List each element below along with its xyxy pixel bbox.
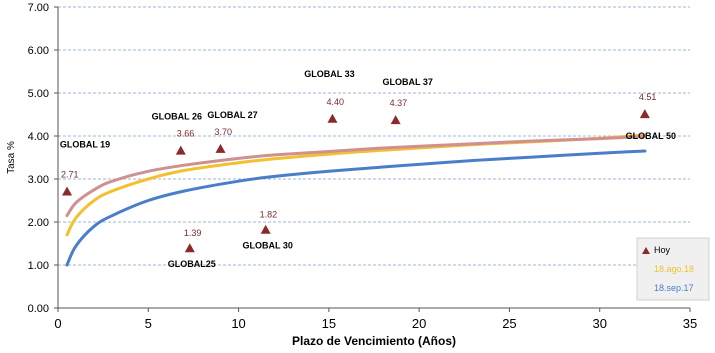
point-marker-0	[62, 186, 73, 196]
legend-box	[636, 237, 710, 301]
legend-label-1: 18.ago.18	[654, 264, 694, 274]
x-tick-label-10: 10	[231, 316, 245, 331]
x-tick-label-0: 0	[54, 316, 61, 331]
point-label-0: GLOBAL 19	[60, 139, 110, 149]
point-marker-4	[260, 224, 271, 234]
x-tick-label-5: 5	[145, 316, 152, 331]
y-tick-label-2.00: 2.00	[28, 217, 49, 229]
x-axis-title: Plazo de Vencimiento (Años)	[292, 334, 456, 348]
y-tick-label-1.00: 1.00	[28, 260, 49, 272]
point-marker-5	[327, 113, 338, 123]
point-label-2: GLOBAL 26	[152, 112, 202, 122]
x-tick-label-20: 20	[412, 316, 426, 331]
point-label-6: GLOBAL 37	[382, 77, 432, 87]
point-value-2: 3.66	[177, 129, 195, 139]
y-axis-title: Tasa %	[6, 141, 17, 174]
point-label-5: GLOBAL 33	[304, 69, 354, 79]
y-tick-label-6.00: 6.00	[28, 45, 49, 57]
y-tick-label-5.00: 5.00	[28, 88, 49, 100]
legend-label-2: 18.sep.17	[654, 283, 694, 293]
series-line-18.sep.17	[65, 149, 647, 267]
point-marker-7	[639, 109, 650, 119]
point-label-4: GLOBAL 30	[242, 241, 292, 251]
point-value-7: 4.51	[639, 92, 657, 102]
point-marker-6	[390, 115, 401, 125]
point-label-3: GLOBAL 27	[207, 110, 257, 120]
y-tick-label-4.00: 4.00	[28, 131, 49, 143]
series-line-curve-2	[65, 134, 647, 218]
point-marker-1	[184, 243, 195, 253]
point-marker-3	[215, 143, 226, 153]
point-value-6: 4.37	[390, 98, 408, 108]
y-tick-label-7.00: 7.00	[28, 2, 49, 14]
y-tick-label-3.00: 3.00	[28, 174, 49, 186]
y-tick-label-0.00: 0.00	[28, 303, 49, 315]
point-value-3: 3.70	[215, 127, 233, 137]
point-value-1: 1.39	[184, 228, 202, 238]
x-tick-label-35: 35	[683, 316, 697, 331]
point-label-1: GLOBAL25	[168, 259, 216, 269]
point-value-5: 4.40	[326, 97, 344, 107]
legend-label-0: Hoy	[654, 245, 671, 255]
point-value-0: 2.71	[61, 169, 79, 179]
x-tick-label-30: 30	[592, 316, 606, 331]
x-tick-label-15: 15	[322, 316, 336, 331]
legend-marker-0	[642, 247, 650, 254]
x-tick-label-25: 25	[502, 316, 516, 331]
point-label-7: GLOBAL 50	[626, 131, 676, 141]
point-marker-2	[175, 145, 186, 155]
point-value-4: 1.82	[260, 210, 278, 220]
